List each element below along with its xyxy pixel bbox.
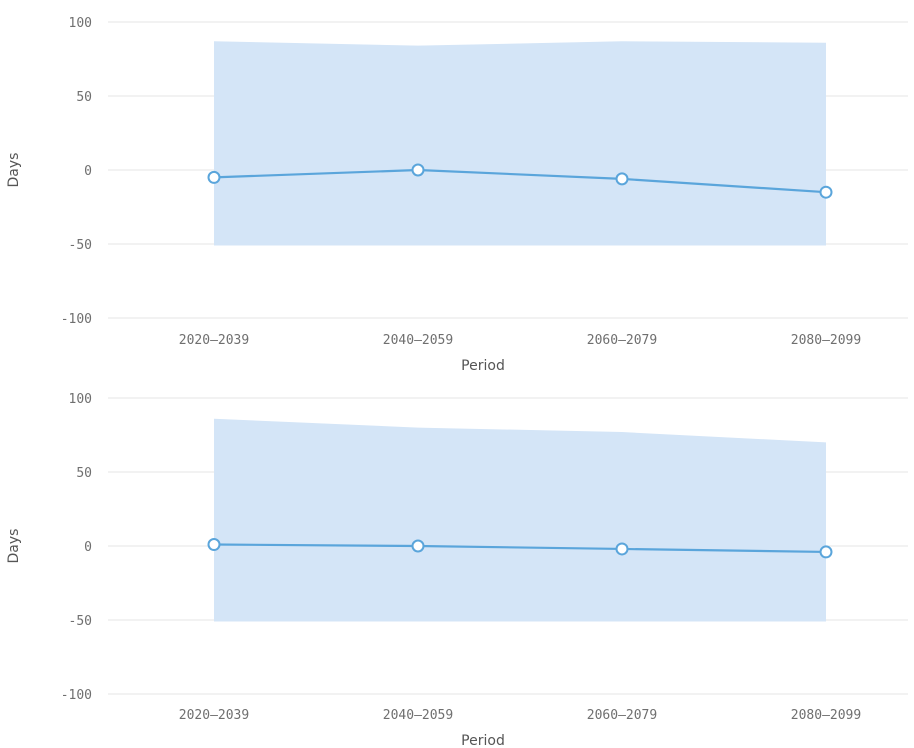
chart-top: 100 50 0 -50 -100 2020–2039 2040–2059 2060–2079… bbox=[6, 16, 908, 374]
data-point bbox=[207, 170, 221, 184]
data-point bbox=[207, 538, 221, 552]
y-axis-title: Days bbox=[6, 153, 22, 188]
x-tick-label: 2060–2079 bbox=[587, 708, 657, 723]
data-point bbox=[411, 539, 425, 553]
data-point bbox=[615, 542, 629, 556]
range-band bbox=[214, 418, 826, 622]
data-point bbox=[819, 185, 833, 199]
y-tick-label: -100 bbox=[61, 312, 92, 327]
series-line bbox=[213, 543, 827, 554]
y-axis-title: Days bbox=[6, 529, 22, 564]
y-tick-label: -100 bbox=[61, 688, 92, 703]
x-tick-label: 2080–2099 bbox=[791, 333, 861, 348]
x-tick-label: 2080–2099 bbox=[791, 708, 861, 723]
x-tick-label: 2040–2059 bbox=[383, 333, 453, 348]
x-tick-label: 2060–2079 bbox=[587, 333, 657, 348]
chart-bottom: 100 50 0 -50 -100 2020–2039 2040–2059 2060–2079… bbox=[6, 392, 908, 748]
y-tick-label: 100 bbox=[69, 392, 92, 407]
series-line bbox=[213, 168, 827, 194]
x-tick-label: 2040–2059 bbox=[383, 708, 453, 723]
y-tick-label: 0 bbox=[84, 164, 92, 179]
y-tick-label: -50 bbox=[69, 238, 92, 253]
x-axis-title: Period bbox=[461, 733, 505, 748]
y-tick-label: 0 bbox=[84, 540, 92, 555]
y-tick-label: 100 bbox=[69, 16, 92, 31]
range-band bbox=[214, 41, 826, 246]
data-point bbox=[819, 545, 833, 559]
x-axis-title: Period bbox=[461, 358, 505, 374]
y-tick-label: 50 bbox=[76, 466, 92, 481]
y-tick-label: 50 bbox=[76, 90, 92, 105]
x-tick-label: 2020–2039 bbox=[179, 333, 249, 348]
data-point bbox=[411, 163, 425, 177]
x-tick-label: 2020–2039 bbox=[179, 708, 249, 723]
y-tick-label: -50 bbox=[69, 614, 92, 629]
data-point bbox=[615, 172, 629, 186]
